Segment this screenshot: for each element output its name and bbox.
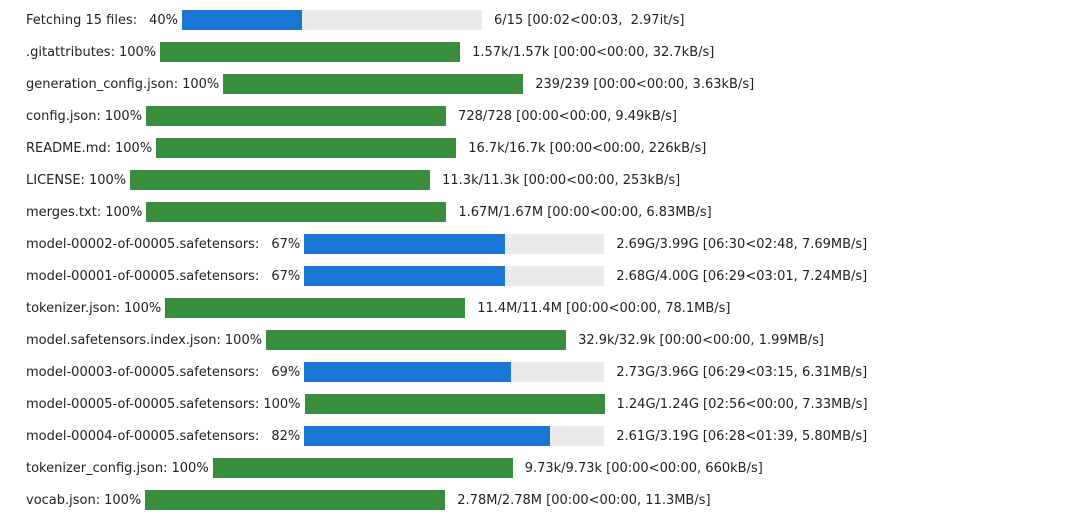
- progress-row: model-00001-of-00005.safetensors: 67% 2.68…: [26, 260, 1056, 292]
- progress-stats: 2.69G/3.99G [06:30<02:48, 7.69MB/s]: [616, 236, 868, 252]
- progress-stats: 6/15 [00:02<00:03, 2.97it/s]: [494, 12, 685, 28]
- progress-label: model-00002-of-00005.safetensors:: [26, 236, 260, 252]
- progress-percent: 100%: [171, 460, 209, 476]
- progress-row: tokenizer.json: 100% 11.4M/11.4M [00:00<00…: [26, 292, 1056, 324]
- progress-percent: 100%: [224, 332, 263, 348]
- progress-percent: 82%: [271, 428, 301, 444]
- progress-bar: [212, 458, 513, 478]
- progress-label: generation_config.json:: [26, 76, 179, 92]
- progress-bar: [223, 74, 524, 94]
- download-progress-list: Fetching 15 files: 40% 6/15 [00:02<00:03, …: [26, 4, 1056, 516]
- progress-stats: 2.68G/4.00G [06:29<03:01, 7.24MB/s]: [616, 268, 868, 284]
- progress-row: Fetching 15 files: 40% 6/15 [00:02<00:03, …: [26, 4, 1056, 36]
- progress-row: tokenizer_config.json: 100% 9.73k/9.73k [0…: [26, 452, 1056, 484]
- progress-row: generation_config.json: 100% 239/239 [00:0…: [26, 68, 1056, 100]
- progress-bar: [266, 330, 567, 350]
- progress-row: model-00004-of-00005.safetensors: 82% 2.61…: [26, 420, 1056, 452]
- progress-row: vocab.json: 100% 2.78M/2.78M [00:00<00:00,…: [26, 484, 1056, 516]
- progress-label: model-00004-of-00005.safetensors:: [26, 428, 260, 444]
- progress-percent: 100%: [105, 204, 143, 220]
- progress-stats: 239/239 [00:00<00:00, 3.63kB/s]: [535, 76, 755, 92]
- progress-label: merges.txt:: [26, 204, 102, 220]
- progress-row: model-00003-of-00005.safetensors: 69% 2.73…: [26, 356, 1056, 388]
- progress-percent: 100%: [124, 300, 162, 316]
- progress-bar: [130, 170, 431, 190]
- progress-percent: 69%: [271, 364, 301, 380]
- progress-label: model.safetensors.index.json:: [26, 332, 221, 348]
- progress-label: tokenizer.json:: [26, 300, 121, 316]
- progress-label: config.json:: [26, 108, 101, 124]
- progress-row: config.json: 100% 728/728 [00:00<00:00, 9.…: [26, 100, 1056, 132]
- progress-bar: [160, 42, 461, 62]
- progress-stats: 1.67M/1.67M [00:00<00:00, 6.83MB/s]: [458, 204, 712, 220]
- progress-label: model-00001-of-00005.safetensors:: [26, 268, 260, 284]
- progress-bar: [146, 106, 447, 126]
- progress-bar: [146, 202, 447, 222]
- progress-bar-fill: [304, 234, 506, 254]
- progress-bar-fill: [146, 202, 447, 222]
- progress-bar: [304, 266, 605, 286]
- progress-bar-fill: [165, 298, 466, 318]
- progress-percent: 40%: [149, 12, 179, 28]
- progress-bar-fill: [160, 42, 461, 62]
- progress-bar-fill: [156, 138, 457, 158]
- progress-row: model-00005-of-00005.safetensors: 100% 1.2…: [26, 388, 1056, 420]
- progress-bar: [304, 234, 605, 254]
- progress-bar-fill: [266, 330, 567, 350]
- progress-bar-fill: [130, 170, 431, 190]
- progress-label: vocab.json:: [26, 492, 101, 508]
- progress-percent: 100%: [182, 76, 220, 92]
- progress-label: LICENSE:: [26, 172, 85, 188]
- progress-label: tokenizer_config.json:: [26, 460, 168, 476]
- progress-bar-fill: [304, 362, 512, 382]
- progress-bar-fill: [212, 458, 513, 478]
- progress-percent: 100%: [263, 396, 301, 412]
- progress-bar: [304, 394, 605, 414]
- progress-percent: 100%: [104, 108, 143, 124]
- progress-stats: 1.24G/1.24G [02:56<00:00, 7.33MB/s]: [616, 396, 868, 412]
- progress-percent: 100%: [104, 492, 142, 508]
- progress-stats: 11.4M/11.4M [00:00<00:00, 78.1MB/s]: [477, 300, 731, 316]
- progress-bar: [145, 490, 446, 510]
- progress-stats: 9.73k/9.73k [00:00<00:00, 660kB/s]: [524, 460, 763, 476]
- progress-stats: 2.61G/3.19G [06:28<01:39, 5.80MB/s]: [616, 428, 868, 444]
- progress-label: README.md:: [26, 140, 112, 156]
- progress-percent: 100%: [88, 172, 127, 188]
- progress-percent: 67%: [271, 268, 301, 284]
- progress-bar-fill: [304, 394, 605, 414]
- progress-row: merges.txt: 100% 1.67M/1.67M [00:00<00:00,…: [26, 196, 1056, 228]
- progress-bar-fill: [146, 106, 447, 126]
- progress-bar-fill: [145, 490, 446, 510]
- progress-bar-fill: [304, 266, 506, 286]
- progress-stats: 11.3k/11.3k [00:00<00:00, 253kB/s]: [442, 172, 681, 188]
- progress-bar: [182, 10, 483, 30]
- progress-row: LICENSE: 100% 11.3k/11.3k [00:00<00:00, 25…: [26, 164, 1056, 196]
- progress-stats: 1.57k/1.57k [00:00<00:00, 32.7kB/s]: [472, 44, 715, 60]
- progress-bar-fill: [223, 74, 524, 94]
- progress-stats: 728/728 [00:00<00:00, 9.49kB/s]: [458, 108, 677, 124]
- progress-stats: 2.73G/3.96G [06:29<03:15, 6.31MB/s]: [616, 364, 868, 380]
- progress-percent: 67%: [271, 236, 301, 252]
- progress-label: model-00003-of-00005.safetensors:: [26, 364, 260, 380]
- progress-stats: 2.78M/2.78M [00:00<00:00, 11.3MB/s]: [457, 492, 711, 508]
- progress-label: model-00005-of-00005.safetensors:: [26, 396, 260, 412]
- progress-row: README.md: 100% 16.7k/16.7k [00:00<00:00, …: [26, 132, 1056, 164]
- progress-bar: [156, 138, 457, 158]
- progress-row: model.safetensors.index.json: 100% 32.9k/3…: [26, 324, 1056, 356]
- progress-percent: 100%: [115, 140, 153, 156]
- progress-stats: 32.9k/32.9k [00:00<00:00, 1.99MB/s]: [578, 332, 824, 348]
- progress-row: model-00002-of-00005.safetensors: 67% 2.69…: [26, 228, 1056, 260]
- progress-label: .gitattributes:: [26, 44, 115, 60]
- progress-bar: [304, 426, 605, 446]
- progress-bar-fill: [304, 426, 551, 446]
- progress-stats: 16.7k/16.7k [00:00<00:00, 226kB/s]: [468, 140, 707, 156]
- progress-bar: [304, 362, 605, 382]
- progress-label: Fetching 15 files:: [26, 12, 138, 28]
- progress-bar-fill: [182, 10, 303, 30]
- progress-percent: 100%: [118, 44, 157, 60]
- progress-bar: [165, 298, 466, 318]
- progress-row: .gitattributes: 100% 1.57k/1.57k [00:00<00…: [26, 36, 1056, 68]
